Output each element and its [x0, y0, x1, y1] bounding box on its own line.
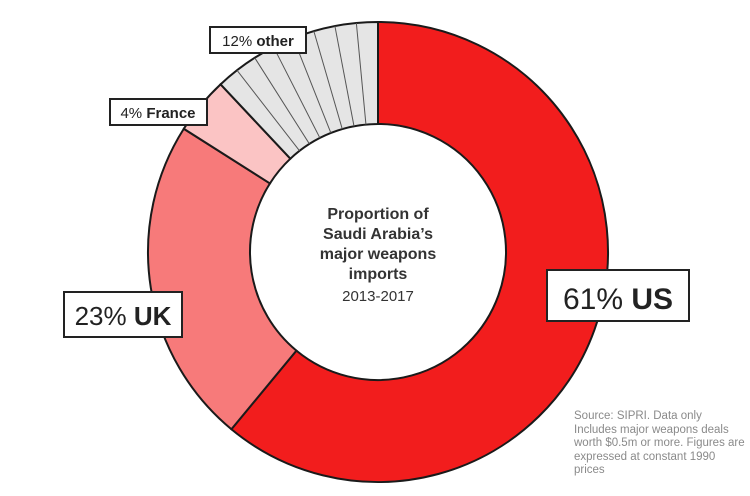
other-hatch-line — [313, 30, 343, 130]
center-title-line-1: Proportion of — [327, 206, 429, 223]
label-uk-pct: 23% — [75, 301, 127, 331]
label-france-text: 4% France — [120, 105, 195, 122]
other-hatch-line — [334, 25, 355, 127]
label-other-pct: 12% — [222, 33, 252, 50]
other-hatch-line — [236, 69, 300, 152]
label-france: 4% France — [109, 98, 208, 126]
label-other: 12% other — [209, 26, 307, 54]
label-uk-name: UK — [134, 301, 172, 331]
source-note: Source: SIPRI. Data only Includes major … — [574, 410, 745, 476]
label-us-box — [546, 269, 690, 322]
slice-us — [229, 20, 609, 483]
label-us-name: US — [631, 283, 673, 316]
label-us-pct: 61% — [563, 283, 623, 316]
label-us: 61% US — [546, 269, 690, 322]
label-france-name: France — [146, 105, 195, 122]
label-other-box — [209, 26, 307, 54]
other-hatch-line — [355, 22, 367, 125]
label-uk-box — [63, 291, 183, 338]
center-title-line-3: major weapons — [320, 246, 437, 263]
label-france-box — [109, 98, 208, 126]
label-us-text: 61% US — [563, 283, 673, 316]
slice-uk — [147, 127, 298, 431]
label-uk-text: 23% UK — [75, 301, 172, 331]
label-other-name: other — [256, 33, 294, 50]
other-hatch-line — [254, 57, 310, 145]
center-title-line-4: imports — [349, 266, 408, 283]
other-hatch-line — [273, 46, 321, 139]
label-uk: 23% UK — [63, 291, 183, 338]
label-other-text: 12% other — [222, 33, 294, 50]
donut-slices — [147, 20, 609, 483]
center-title-line-2: Saudi Arabia’s — [323, 226, 433, 243]
center-label: Proportion of Saudi Arabia’s major weapo… — [320, 206, 437, 305]
center-subtitle: 2013-2017 — [342, 288, 414, 305]
label-france-pct: 4% — [120, 105, 142, 122]
